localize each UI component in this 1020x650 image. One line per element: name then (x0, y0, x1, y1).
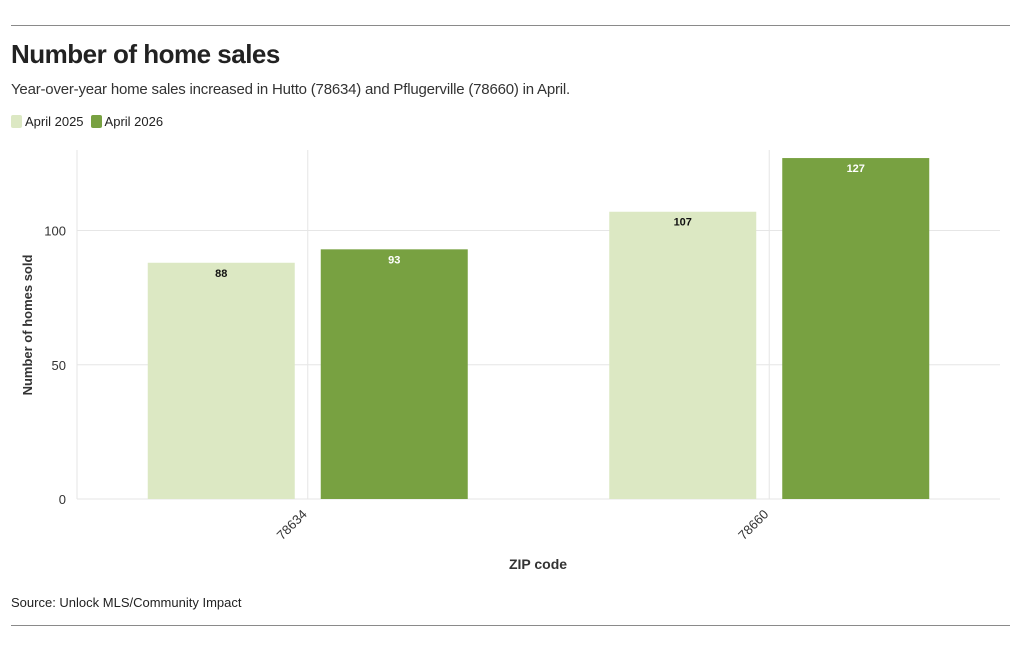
bar-chart: 0 50 100 88 107 93 127 78634 78660 ZIP code Number… (20, 150, 1000, 572)
x-tick-label: 78634 (274, 507, 310, 543)
bar-april-2026-78660[interactable] (782, 158, 930, 500)
bar-april-2025-78634[interactable] (147, 262, 295, 499)
top-rule (11, 25, 1010, 26)
legend-swatch-april-2026 (90, 115, 102, 128)
legend-label-april-2025: April 2025 (25, 114, 84, 129)
y-tick-label: 0 (59, 492, 66, 507)
legend-label-april-2026: April 2026 (104, 114, 164, 129)
x-axis-title: ZIP code (509, 556, 567, 572)
chart-title: Number of home sales (11, 39, 280, 69)
data-label: 127 (847, 163, 865, 175)
data-label: 93 (388, 254, 400, 266)
data-label: 107 (674, 217, 692, 229)
chart-subtitle: Year-over-year home sales increased in H… (11, 81, 571, 98)
bottom-rule (11, 625, 1010, 626)
y-tick-label: 50 (52, 358, 66, 373)
y-tick-label: 100 (44, 224, 66, 239)
bar-april-2026-78634[interactable] (320, 249, 468, 499)
bar-april-2025-78660[interactable] (609, 211, 757, 499)
y-axis-title: Number of homes sold (20, 255, 35, 396)
legend-swatch-april-2025 (11, 115, 22, 128)
source-note: Source: Unlock MLS/Community Impact (11, 595, 242, 610)
x-tick-label: 78660 (735, 507, 771, 543)
data-label: 88 (215, 268, 227, 280)
legend-item-april-2026[interactable]: April 2026 (90, 114, 164, 129)
legend-item-april-2025[interactable]: April 2025 (11, 114, 84, 129)
legend: April 2025 April 2026 (11, 114, 170, 129)
